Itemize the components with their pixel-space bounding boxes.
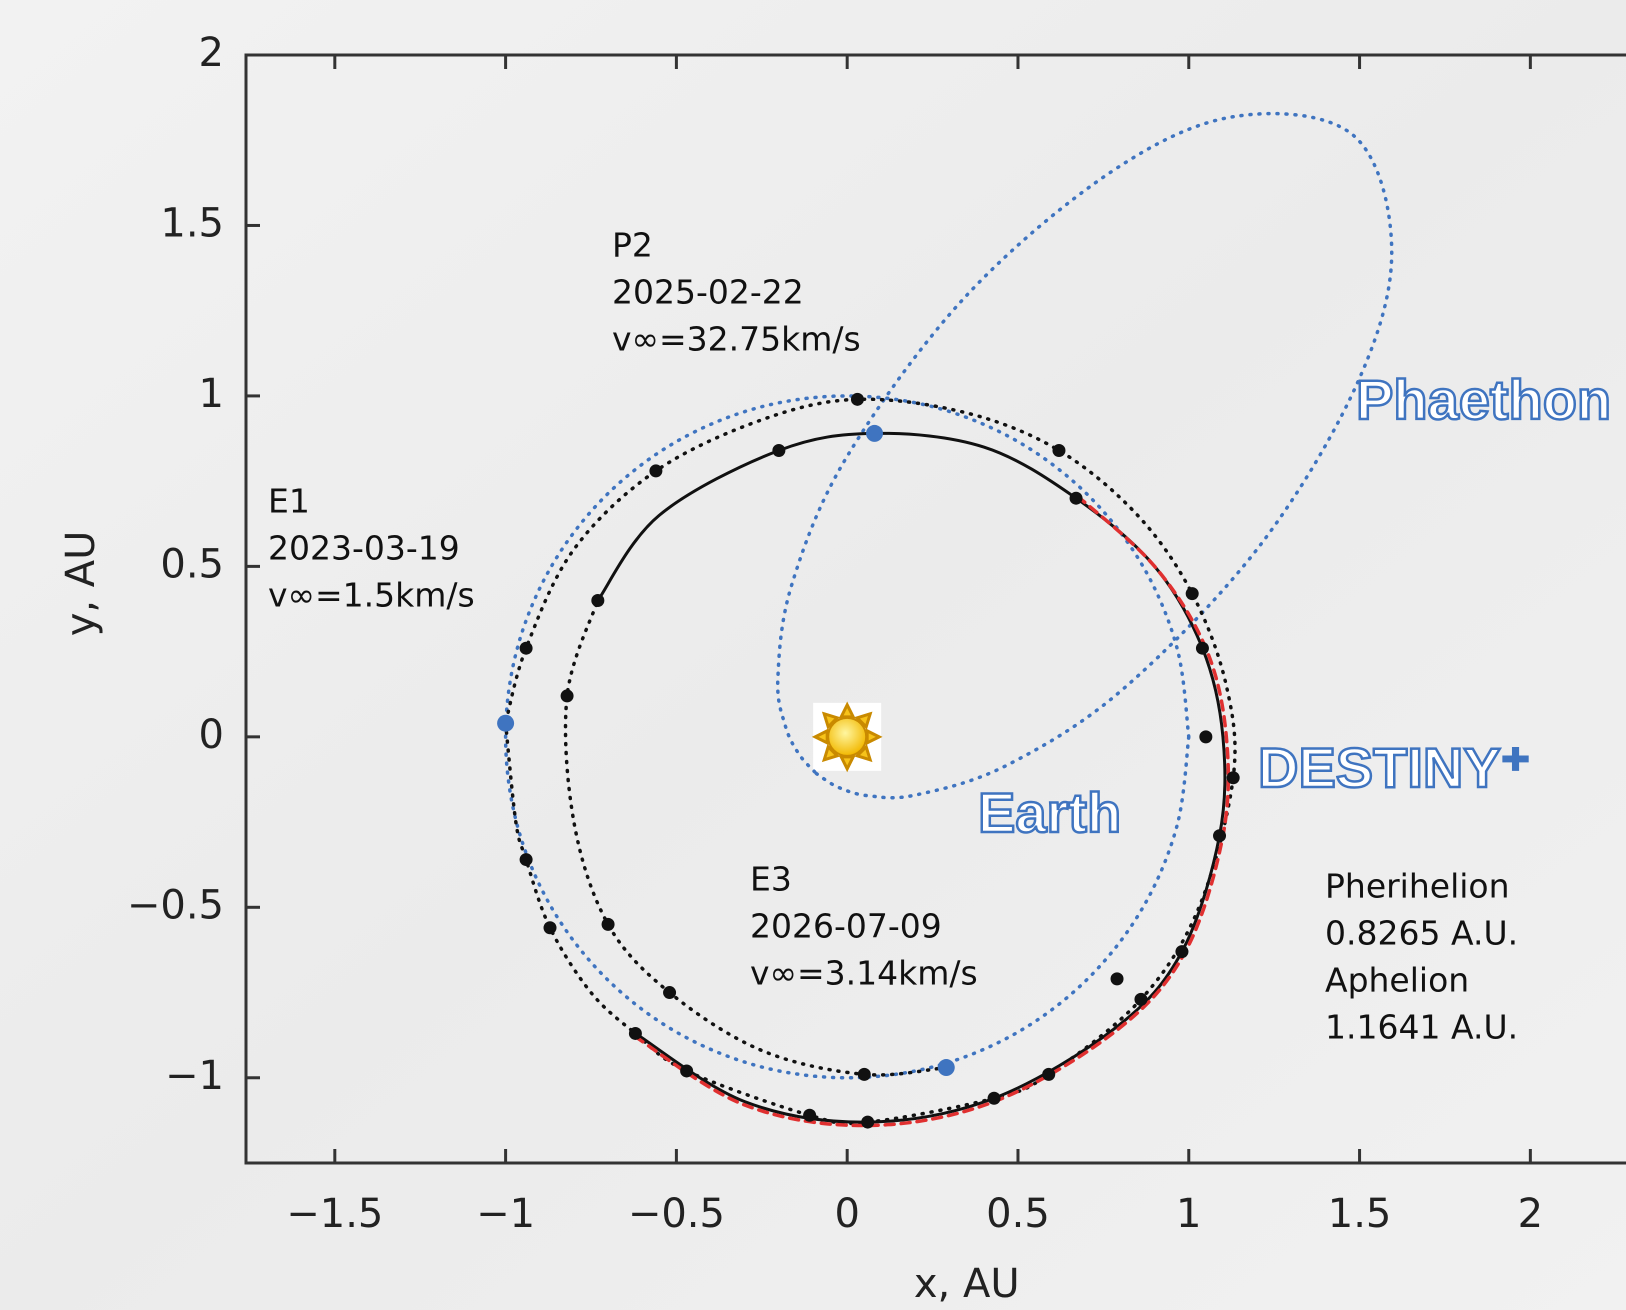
annotation-line: 0.8265 A.U. — [1325, 914, 1518, 953]
sun-icon — [813, 703, 881, 771]
orbit-point — [988, 1092, 1001, 1105]
orbit-point — [520, 853, 533, 866]
annotation-line: v∞=3.14km/s — [750, 954, 978, 993]
annotation-line: E3 — [750, 860, 792, 899]
annotation-line: P2 — [612, 226, 653, 265]
orbit-point — [851, 393, 864, 406]
orbit-point — [1227, 771, 1240, 784]
orbit-point — [1186, 587, 1199, 600]
orbit-point — [544, 921, 557, 934]
orbit-point — [1111, 972, 1124, 985]
y-tick-label: −1 — [165, 1053, 224, 1099]
y-tick-label: 1.5 — [160, 200, 224, 246]
annotation-line: 2023-03-19 — [268, 529, 460, 568]
y-tick-label: 0.5 — [160, 541, 224, 587]
page: Phaethon Earth DESTINY⁺ −1.5 −1 −0.5 0 0.5 1 1.5… — [0, 0, 1626, 1310]
orbit-point — [861, 1116, 874, 1129]
orbit-point — [602, 918, 615, 931]
orbit-point — [561, 689, 574, 702]
orbit-point — [858, 1068, 871, 1081]
x-tick-label: 1 — [1176, 1191, 1201, 1237]
orbit-point — [938, 1059, 955, 1076]
annotation-line: v∞=32.75km/s — [612, 320, 861, 359]
y-tick-label: 2 — [199, 30, 224, 76]
orbit-point — [663, 986, 676, 999]
x-tick-label: −1.5 — [286, 1191, 383, 1237]
orbit-point — [803, 1109, 816, 1122]
y-tick-label: 1 — [199, 371, 224, 417]
y-tick-label: −0.5 — [127, 882, 224, 928]
x-axis-label: x, AU — [914, 1261, 1020, 1307]
body-label: DESTINY⁺ — [1258, 736, 1530, 799]
x-tick-label: 1.5 — [1328, 1191, 1392, 1237]
orbit-point — [1213, 829, 1226, 842]
y-tick-label: 0 — [199, 712, 224, 758]
x-tick-label: 0 — [834, 1191, 859, 1237]
annotation-line: E1 — [268, 482, 310, 521]
y-axis-label: y, AU — [58, 531, 104, 637]
annotation-line: Pherihelion — [1325, 867, 1510, 906]
orbit-point — [680, 1064, 693, 1077]
orbit-point — [1134, 993, 1147, 1006]
orbit-point — [1196, 642, 1209, 655]
x-tick-label: −1 — [476, 1191, 535, 1237]
annotation-line: 2026-07-09 — [750, 907, 942, 946]
orbit-point — [520, 642, 533, 655]
orbit-point — [866, 425, 883, 442]
x-tick-label: 0.5 — [986, 1191, 1050, 1237]
orbit-point — [1070, 492, 1083, 505]
body-label: Phaethon — [1356, 368, 1611, 431]
annotation-line: Aphelion — [1325, 961, 1469, 1000]
orbit-point — [1175, 945, 1188, 958]
annotation-line: 1.1641 A.U. — [1325, 1008, 1518, 1047]
orbit-point — [591, 594, 604, 607]
orbit-point — [497, 715, 514, 732]
orbit-point — [629, 1027, 642, 1040]
orbit-point — [772, 444, 785, 457]
body-label: Earth — [978, 781, 1121, 844]
chart: Phaethon Earth DESTINY⁺ −1.5 −1 −0.5 0 0.5 1 1.5… — [0, 0, 1626, 1310]
x-tick-label: 2 — [1518, 1191, 1543, 1237]
orbit-point — [1042, 1068, 1055, 1081]
orbit-point — [1199, 730, 1212, 743]
x-tick-label: −0.5 — [628, 1191, 725, 1237]
orbit-point — [649, 464, 662, 477]
annotation-line: 2025-02-22 — [612, 273, 804, 312]
orbit-point — [1052, 444, 1065, 457]
annotation-line: v∞=1.5km/s — [268, 576, 475, 615]
